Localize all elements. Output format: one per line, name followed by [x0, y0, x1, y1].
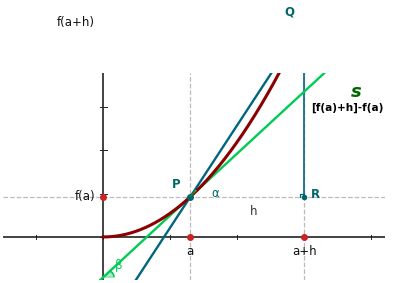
- Polygon shape: [190, 191, 196, 197]
- Text: a+h: a+h: [292, 245, 316, 258]
- Text: Q: Q: [284, 5, 294, 18]
- Text: α: α: [212, 187, 220, 200]
- Text: h: h: [250, 205, 258, 218]
- Text: P: P: [172, 178, 180, 191]
- Text: R: R: [311, 188, 320, 201]
- Text: f(a+h): f(a+h): [57, 16, 95, 29]
- Text: f(a): f(a): [75, 190, 95, 203]
- Polygon shape: [103, 271, 114, 277]
- Text: a: a: [187, 245, 194, 258]
- Text: s: s: [351, 83, 362, 101]
- Text: [f(a)+h]-f(a): [f(a)+h]-f(a): [311, 102, 383, 113]
- Text: β: β: [115, 259, 123, 272]
